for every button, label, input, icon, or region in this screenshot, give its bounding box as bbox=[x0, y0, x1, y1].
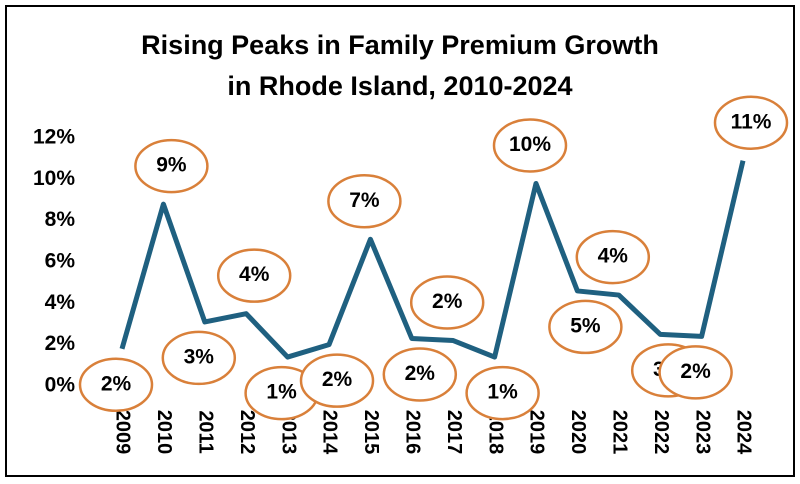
data-label: 5% bbox=[570, 314, 601, 337]
x-tick-label: 2022 bbox=[650, 410, 672, 455]
y-tick-label: 4% bbox=[45, 291, 76, 314]
label-bubble bbox=[216, 248, 292, 303]
x-tick-label: 2009 bbox=[112, 410, 134, 455]
x-tick-label: 2012 bbox=[236, 410, 258, 455]
data-label: 2% bbox=[322, 368, 353, 391]
label-bubble bbox=[299, 353, 375, 408]
data-label: 2% bbox=[405, 362, 436, 385]
data-label: 4% bbox=[598, 245, 629, 268]
y-tick-label: 8% bbox=[45, 208, 76, 231]
x-tick-label: 2011 bbox=[195, 410, 217, 453]
label-bubble bbox=[713, 95, 789, 150]
data-label: 2% bbox=[680, 360, 711, 383]
data-label: 1% bbox=[487, 381, 518, 404]
x-tick-label: 2015 bbox=[360, 410, 382, 455]
chart-title: in Rhode Island, 2010-2024 bbox=[227, 71, 572, 101]
data-label: 10% bbox=[509, 133, 551, 156]
chart-title: Rising Peaks in Family Premium Growth bbox=[141, 30, 659, 60]
data-label: 3% bbox=[184, 345, 215, 368]
data-label: 11% bbox=[731, 110, 772, 133]
x-tick-label: 2018 bbox=[484, 410, 506, 455]
x-tick-label: 2024 bbox=[733, 410, 755, 455]
label-bubble bbox=[161, 330, 237, 386]
data-label: 2% bbox=[101, 372, 132, 395]
y-tick-label: 6% bbox=[45, 250, 76, 273]
data-label: 2% bbox=[432, 290, 463, 313]
label-bubble bbox=[658, 345, 733, 400]
y-tick-label: 2% bbox=[45, 332, 76, 355]
y-tick-label: 0% bbox=[45, 374, 76, 397]
x-tick-label: 2014 bbox=[319, 410, 341, 455]
y-tick-label: 12% bbox=[33, 126, 75, 149]
label-bubble bbox=[492, 118, 568, 173]
label-bubble bbox=[465, 365, 540, 421]
x-tick-label: 2013 bbox=[277, 410, 299, 455]
x-tick-label: 2016 bbox=[402, 410, 424, 455]
label-bubble bbox=[327, 174, 402, 229]
label-bubble bbox=[548, 299, 623, 355]
label-bubble bbox=[78, 357, 154, 413]
data-line bbox=[119, 160, 746, 360]
label-bubble bbox=[134, 138, 209, 194]
y-tick-label: 10% bbox=[33, 167, 75, 190]
label-bubble bbox=[382, 347, 458, 402]
data-label: 9% bbox=[156, 154, 187, 177]
data-label: 7% bbox=[349, 189, 380, 212]
data-label: 4% bbox=[239, 263, 270, 286]
x-tick-label: 2010 bbox=[153, 410, 175, 455]
label-bubble bbox=[409, 275, 485, 330]
x-tick-label: 2023 bbox=[691, 410, 713, 455]
x-tick-label: 2020 bbox=[567, 410, 589, 455]
x-tick-label: 2021 bbox=[609, 410, 631, 455]
x-tick-label: 2017 bbox=[443, 410, 465, 455]
label-bubble bbox=[575, 229, 651, 285]
x-tick-label: 2019 bbox=[526, 410, 548, 455]
data-label: 1% bbox=[266, 381, 297, 404]
